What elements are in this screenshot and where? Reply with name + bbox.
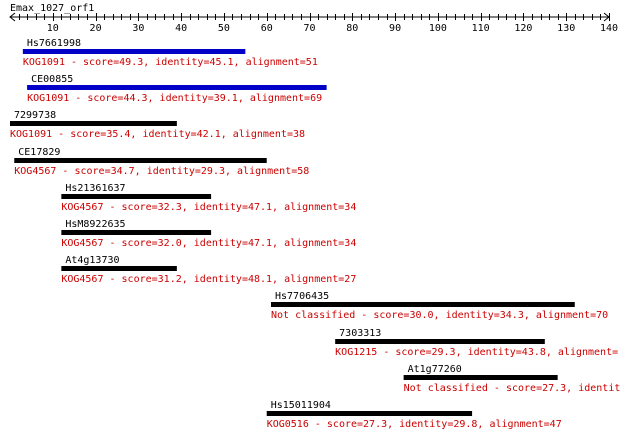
hit-name: At1g77260 bbox=[408, 364, 462, 375]
hit-detail: KOG4567 - score=31.2, identity=48.1, ali… bbox=[61, 274, 356, 285]
hit-name: Hs7661998 bbox=[27, 38, 81, 49]
hit-name: Hs15011904 bbox=[271, 400, 331, 411]
axis-tick-label: 110 bbox=[472, 23, 490, 34]
hit-row: CE17829 KOG4567 - score=34.7, identity=29… bbox=[14, 147, 309, 177]
sequence-axis: 10 20 30 40 50 60 70 80 90 100 110 120 130 140 bbox=[9, 12, 618, 34]
hit-detail: KOG1091 - score=44.3, identity=39.1, ali… bbox=[27, 93, 322, 104]
hit-alignment-bar bbox=[10, 121, 177, 126]
hit-row: 7299738 KOG1091 - score=35.4, identity=42… bbox=[10, 110, 305, 140]
hit-detail: KOG1215 - score=29.3, identity=43.8, ali… bbox=[335, 347, 618, 358]
axis-tick-label: 10 bbox=[47, 23, 59, 34]
axis-tick-label: 20 bbox=[90, 23, 102, 34]
axis-tick-label: 140 bbox=[600, 23, 618, 34]
hit-detail: KOG4567 - score=34.7, identity=29.3, ali… bbox=[14, 166, 309, 177]
hit-name: 7303313 bbox=[339, 328, 381, 339]
axis-tick-label: 80 bbox=[346, 23, 358, 34]
hit-detail: KOG0516 - score=27.3, identity=29.8, ali… bbox=[267, 419, 562, 430]
hit-alignment-bar bbox=[335, 339, 545, 344]
hit-detail: Not classified - score=27.3, identit bbox=[404, 383, 620, 394]
hit-row: Hs7661998 KOG1091 - score=49.3, identity=… bbox=[22, 38, 318, 68]
hit-detail: KOG4567 - score=32.3, identity=47.1, ali… bbox=[61, 202, 356, 213]
query-title: Emax_1027_orf1 bbox=[10, 3, 94, 14]
axis-tick-label: 70 bbox=[303, 23, 315, 34]
axis-left-arrow-icon bbox=[9, 12, 16, 22]
hit-detail: KOG4567 - score=32.0, identity=47.1, ali… bbox=[61, 238, 356, 249]
hit-row: Hs15011904 KOG0516 - score=27.3, identity… bbox=[266, 400, 562, 430]
axis-tick-label: 100 bbox=[429, 23, 447, 34]
hit-list: Hs7661998 KOG1091 - score=49.3, identity=… bbox=[10, 38, 620, 430]
hit-name: Hs7706435 bbox=[275, 291, 329, 302]
hit-name: Hs21361637 bbox=[65, 183, 125, 194]
hit-alignment-bar bbox=[403, 375, 558, 380]
axis-tick-label: 30 bbox=[132, 23, 144, 34]
hit-row: At1g77260 Not classified - score=27.3, id… bbox=[403, 364, 620, 394]
axis-tick-label: 90 bbox=[389, 23, 401, 34]
hit-name: HsM8922635 bbox=[65, 219, 125, 230]
hit-alignment-bar bbox=[266, 411, 473, 416]
axis-tick-label: 130 bbox=[557, 23, 575, 34]
hit-detail: KOG1091 - score=49.3, identity=45.1, ali… bbox=[23, 57, 318, 68]
hit-alignment-bar bbox=[27, 85, 327, 90]
hit-row: Hs21361637 KOG4567 - score=32.3, identity… bbox=[61, 183, 356, 213]
axis-tick-label: 120 bbox=[514, 23, 532, 34]
hit-alignment-bar bbox=[61, 194, 212, 199]
hit-row: CE00855 KOG1091 - score=44.3, identity=39… bbox=[27, 74, 327, 104]
hit-row: HsM8922635 KOG4567 - score=32.0, identity… bbox=[61, 219, 356, 249]
hit-name: CE17829 bbox=[18, 147, 60, 158]
hit-alignment-bar bbox=[61, 230, 212, 235]
hit-row: At4g13730 KOG4567 - score=31.2, identity=… bbox=[61, 255, 356, 285]
hit-name: 7299738 bbox=[14, 110, 56, 121]
hit-name: At4g13730 bbox=[65, 255, 119, 266]
hit-row: Hs7706435 Not classified - score=30.0, id… bbox=[270, 291, 608, 321]
axis-tick-label: 60 bbox=[261, 23, 273, 34]
hit-alignment-bar bbox=[61, 266, 177, 271]
hit-row: 7303313 KOG1215 - score=29.3, identity=43… bbox=[335, 328, 618, 358]
hit-detail: Not classified - score=30.0, identity=34… bbox=[271, 310, 608, 321]
hit-alignment-bar bbox=[14, 158, 267, 163]
hit-name: CE00855 bbox=[31, 74, 73, 85]
hit-detail: KOG1091 - score=35.4, identity=42.1, ali… bbox=[10, 129, 305, 140]
hit-alignment-bar bbox=[22, 49, 246, 54]
axis-tick-label: 50 bbox=[218, 23, 230, 34]
axis-tick-label: 40 bbox=[175, 23, 187, 34]
hit-alignment-bar bbox=[270, 302, 575, 307]
